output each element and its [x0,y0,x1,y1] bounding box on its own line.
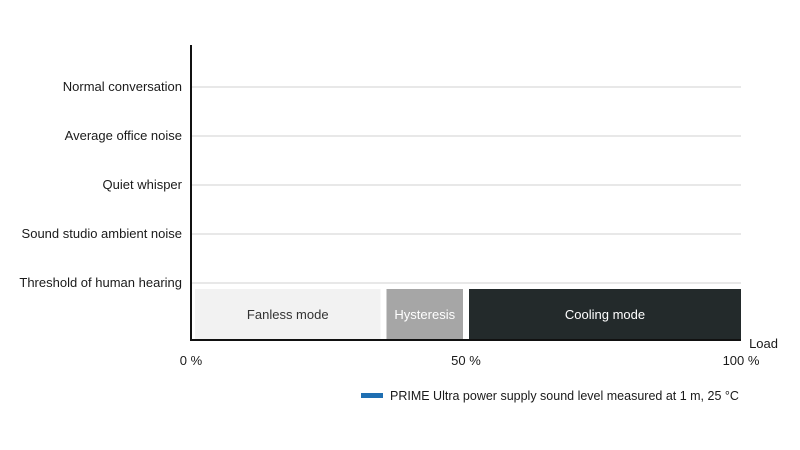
legend-swatch [361,393,383,398]
y-category-label: Quiet whisper [103,177,183,192]
band-hysteresis [386,289,463,339]
band-label: Cooling mode [565,307,645,322]
mode-bands: Fanless mode Hysteresis Cooling mode [195,289,741,339]
y-category-label: Sound studio ambient noise [22,226,182,241]
y-category-label: Average office noise [65,128,182,143]
band-label: Hysteresis [394,307,455,322]
legend: PRIME Ultra power supply sound level mea… [361,389,739,403]
x-axis-label: Load [749,336,778,351]
x-tick-label: 50 % [451,353,481,368]
x-tick-label: 0 % [180,353,203,368]
band-cooling-mode [469,289,741,339]
y-axis-labels: Normal conversation Average office noise Q… [19,79,182,290]
legend-entry: PRIME Ultra power supply sound level mea… [390,389,739,403]
x-axis-ticks: 0 % 50 % 100 % [180,353,760,368]
y-category-label: Threshold of human hearing [19,275,182,290]
y-category-label: Normal conversation [63,79,182,94]
gridlines [191,86,741,284]
band-label: Fanless mode [247,307,329,322]
band-fanless-mode [195,289,381,339]
x-tick-label: 100 % [723,353,760,368]
